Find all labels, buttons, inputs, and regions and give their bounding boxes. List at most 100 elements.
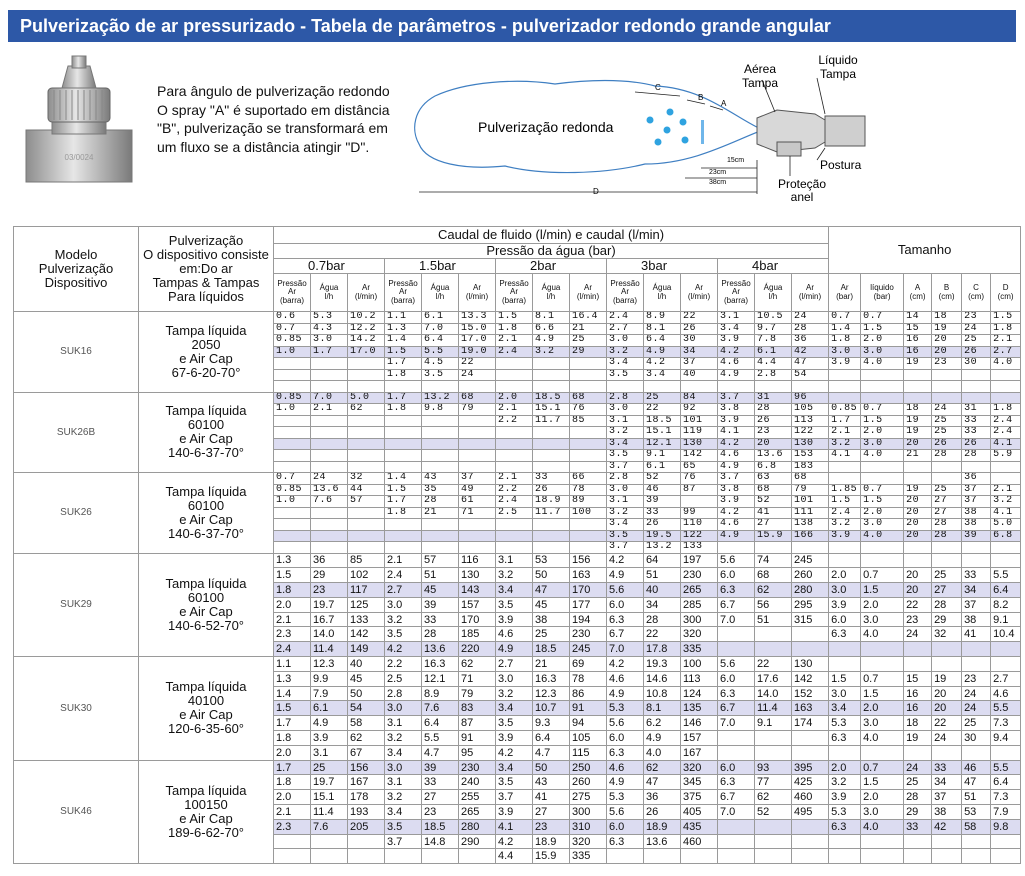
cell: 22: [643, 403, 681, 416]
cell: 6.0: [717, 670, 755, 687]
cell: 1.4: [273, 685, 311, 702]
cell: 37: [961, 483, 992, 496]
cell: 3.0: [860, 804, 905, 820]
text-line: l/h: [546, 291, 556, 301]
size-header: Tamanho: [828, 226, 1022, 274]
tip-end: [71, 55, 87, 69]
droplet: [654, 138, 662, 146]
cell: 230: [680, 567, 718, 584]
cell: 5.6: [606, 804, 644, 820]
cell: 1.7: [384, 495, 422, 508]
cell: 3.4: [384, 804, 422, 820]
cell: 29: [569, 345, 607, 358]
cell: 178: [347, 789, 385, 806]
cell: 320: [569, 833, 607, 850]
cell: 0.7: [273, 322, 311, 335]
sub-header: Ar (l/min): [458, 273, 496, 312]
cell: 11.7: [532, 414, 570, 427]
empty-cell: [273, 437, 311, 450]
cell: 2.5: [495, 506, 533, 519]
cell: 68: [569, 391, 607, 404]
empty-cell: [990, 744, 1022, 761]
cell: 143: [458, 582, 496, 598]
empty-cell: [860, 541, 905, 554]
dist-label: 38cm: [709, 179, 726, 186]
text-line: Água: [319, 283, 339, 292]
cell: 335: [680, 641, 718, 658]
cell: 4.9: [717, 529, 755, 542]
cell: 14.0: [310, 626, 348, 643]
cell: 3.0: [828, 685, 862, 702]
text-line: (barra): [279, 295, 304, 305]
empty-cell: [754, 744, 792, 761]
empty-cell: [421, 449, 459, 462]
cell: 4.0: [860, 730, 905, 746]
cell: 3.2: [606, 345, 644, 358]
cell: 4.1: [828, 449, 862, 462]
empty-cell: [717, 848, 755, 865]
cell: 23: [421, 804, 459, 820]
empty-cell: [532, 437, 570, 450]
cell: 101: [790, 495, 830, 508]
empty-cell: [828, 460, 862, 473]
empty-cell: [790, 626, 830, 643]
c-label: C: [655, 83, 661, 92]
empty-cell: [961, 541, 992, 554]
empty-cell: [990, 656, 1022, 672]
cell: 13.6: [421, 641, 459, 658]
cell: 7.6: [421, 700, 459, 717]
empty-cell: [384, 541, 422, 554]
cell: 2.0: [860, 334, 905, 347]
cell: 1.8: [273, 582, 311, 598]
cell: 2.0: [495, 391, 533, 404]
cell: 3.5: [495, 715, 533, 732]
cell: 25: [643, 391, 681, 404]
cell: 375: [680, 789, 718, 806]
cell: 111: [790, 506, 830, 519]
cell: 19.7: [310, 596, 348, 613]
cell: 2.4: [273, 641, 311, 658]
empty-cell: [458, 518, 496, 531]
data-row: 2.0 19.7 125 3.0 39 157 3.5 45 177 6.0 34 285 6.7 56 2…: [14, 596, 1022, 613]
cell: 29: [931, 611, 963, 628]
empty-cell: [421, 426, 459, 439]
cell: 22: [903, 596, 933, 613]
empty-cell: [273, 506, 311, 519]
cell: 29: [903, 804, 933, 820]
cell: 45: [347, 670, 385, 687]
cell: 22: [643, 626, 681, 643]
intro-text: Para ângulo de pulverização redondo O sp…: [157, 82, 390, 156]
cell: 95: [458, 744, 496, 761]
text-line: Tampa líquida: [165, 403, 247, 419]
cell: 87: [458, 715, 496, 732]
cell: 3.0: [384, 700, 422, 717]
cell: 2.8: [384, 685, 422, 702]
cell: 4.4: [754, 357, 792, 370]
cell: 1.5: [828, 670, 862, 687]
cell: 13.6: [310, 483, 348, 496]
empty-cell: [384, 414, 422, 427]
cell: 16: [903, 685, 933, 702]
empty-cell: [990, 472, 1022, 485]
cell: 3.4: [495, 759, 533, 776]
sub-header: Pressão Ar (barra): [273, 273, 311, 312]
cell: 18.5: [532, 641, 570, 658]
sub-header: Água l/h: [643, 273, 681, 312]
empty-cell: [421, 848, 459, 865]
cell: 6.8: [754, 460, 792, 473]
cell: 6.7: [717, 596, 755, 613]
cell: 42: [931, 818, 963, 835]
cell: 7.0: [421, 322, 459, 335]
empty-cell: [310, 449, 348, 462]
empty-cell: [606, 380, 644, 393]
cell: 4.7: [532, 744, 570, 761]
cell: 3.2: [828, 518, 862, 531]
empty-cell: [790, 848, 830, 865]
cell: 3.2: [606, 426, 644, 439]
cell: 52: [754, 495, 792, 508]
data-row: 2.0 15.1 178 3.2 27 255 3.7 41 275 5.3 36 375 6.7 62 4…: [14, 789, 1022, 806]
empty-cell: [458, 449, 496, 462]
text-line: Ar: [806, 283, 815, 292]
empty-cell: [990, 541, 1022, 554]
